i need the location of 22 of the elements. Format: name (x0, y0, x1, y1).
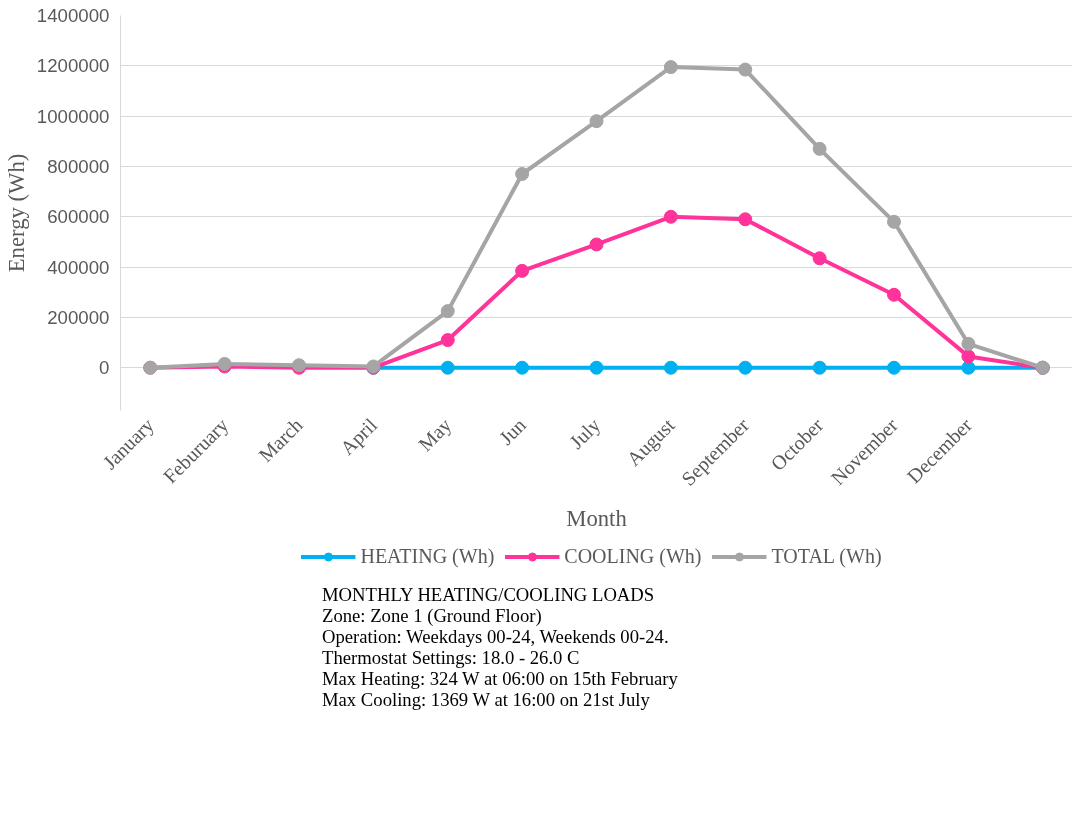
text: Thermostat Settings: 18.0 - 26.0 C (322, 647, 580, 668)
x-tick-label: May (414, 413, 457, 456)
y-tick-label: 1000000 (36, 105, 110, 127)
y-tick-label: 800000 (47, 155, 110, 177)
x-tick-label: July (565, 413, 605, 454)
y-tick-label: 0 (99, 357, 110, 379)
text: MONTHLY HEATING/COOLING LOADS (322, 584, 655, 605)
text: Zone: Zone 1 (Ground Floor) (322, 605, 542, 626)
legend-label: COOLING (Wh) (564, 544, 702, 568)
text: Max Heating: 324 W at 06:00 on 15th February (322, 668, 678, 689)
legend-label: TOTAL (Wh) (771, 544, 882, 568)
y-axis-title: Energy (Wh) (3, 153, 29, 273)
y-tick-label: 200000 (47, 306, 110, 328)
y-tick-label: 400000 (47, 256, 110, 278)
legend-label: HEATING (Wh) (360, 544, 495, 568)
x-tick-label: Jun (494, 413, 530, 449)
y-tick-label: 600000 (47, 206, 110, 228)
text: Max Cooling: 1369 W at 16:00 on 21st July (322, 689, 650, 710)
y-tick-label: 1200000 (36, 55, 110, 77)
x-axis-title: Month (566, 505, 628, 531)
y-tick-label: 1400000 (36, 5, 110, 26)
text: Operation: Weekdays 00-24, Weekends 00-24. (322, 626, 669, 647)
